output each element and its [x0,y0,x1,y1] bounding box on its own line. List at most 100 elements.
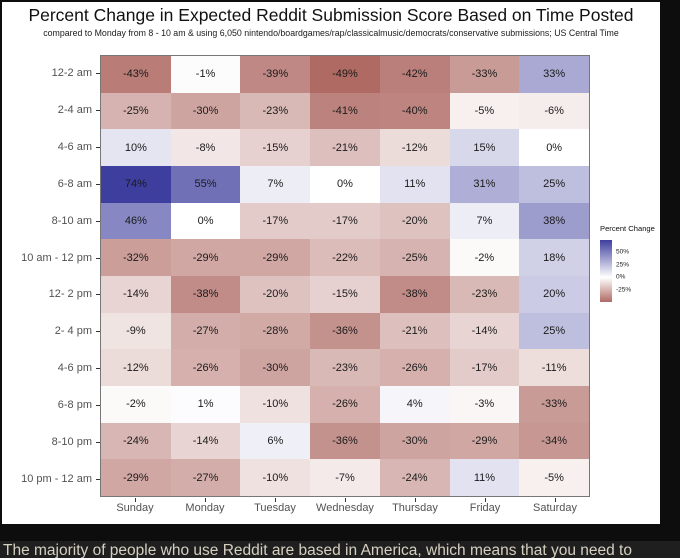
heatmap-cell: -2% [449,239,520,276]
heatmap-cell: 25% [519,166,589,203]
heatmap-cell: 55% [170,166,241,203]
y-axis-label: 2-4 am [57,104,92,117]
heatmap-cell: -6% [519,92,589,130]
legend-tick-label: 0% [616,273,626,281]
y-axis-tick [96,441,100,443]
heatmap-cell: 74% [101,166,171,203]
y-axis-tick [96,368,100,370]
heatmap-cell: -14% [449,312,520,350]
heatmap-cell: -5% [519,459,589,496]
heatmap-cell: -7% [310,459,380,496]
y-axis-tick [96,294,100,296]
y-axis-label: 2- 4 pm [54,325,92,338]
legend-gradient-bar [600,240,612,302]
heatmap-cell: 1% [170,386,241,423]
heatmap-cell: 0% [310,166,380,203]
heatmap-cell: 6% [240,422,311,460]
heatmap-panel: -43% -1% -39% -49% -42% -33% 33% -25% -30% -23% -4… [100,55,590,497]
heatmap-cell: -11% [519,349,589,386]
heatmap-cell: 7% [449,202,520,240]
heatmap-cell: 15% [449,129,520,166]
heatmap-cell: 10% [101,129,171,166]
y-axis-tick [96,257,100,259]
heatmap-cell: -29% [449,422,520,460]
heatmap-cell: 18% [519,239,589,276]
heatmap-cell: -1% [170,56,241,93]
x-axis-tick [485,498,486,502]
y-axis-tick [96,147,100,149]
heatmap-cell: -22% [310,239,380,276]
heatmap-cell: -29% [170,239,241,276]
heatmap-cell: -10% [240,386,311,423]
x-axis-tick [205,498,206,502]
heatmap-cell: -38% [379,276,450,313]
heatmap-cell: -24% [379,459,450,496]
heatmap-cell: -23% [310,349,380,386]
heatmap-cell: 4% [379,386,450,423]
legend-title: Percent Change [600,224,655,233]
frame-edge-right [660,0,680,524]
heatmap-cell: -26% [310,386,380,423]
heatmap-cell: -41% [310,92,380,130]
x-axis-tick [135,498,136,502]
heatmap-cell: -21% [310,129,380,166]
heatmap-cell: -8% [170,129,241,166]
chart-title: Percent Change in Expected Reddit Submis… [28,5,634,25]
heatmap-cell: -36% [310,312,380,350]
heatmap-cell: 33% [519,56,589,93]
heatmap-cell: -33% [519,386,589,423]
x-axis-label: Wednesday [316,502,374,514]
y-axis-tick [96,73,100,75]
heatmap-cell: -30% [379,422,450,460]
heatmap-cell: 0% [170,202,241,240]
chart-subtitle: compared to Monday from 8 - 10 am & usin… [43,28,619,38]
y-axis-tick [96,331,100,333]
heatmap-cell: -15% [240,129,311,166]
y-axis-labels: 12-2 am 2-4 am 4-6 am 6-8 am 8-10 am 10 am - … [0,55,95,497]
heatmap-cell: -34% [519,422,589,460]
legend: Percent Change 50% 25% 0% -25% [598,224,660,344]
y-axis-tick [96,404,100,406]
heatmap-cell: -14% [101,276,171,313]
frame-edge-left [0,0,2,524]
x-axis-label: Tuesday [254,502,296,514]
x-axis-label: Sunday [116,502,154,514]
heatmap-cell: 0% [519,129,589,166]
heatmap-cell: -23% [240,92,311,130]
heatmap-cell: 46% [101,202,171,240]
heatmap-cell: -26% [170,349,241,386]
heatmap-cell: -26% [379,349,450,386]
y-axis-label: 4-6 pm [57,362,92,375]
heatmap-cell: -9% [101,312,171,350]
heatmap-cell: -17% [240,202,311,240]
heatmap-cell: -40% [379,92,450,130]
chart-area: Percent Change in Expected Reddit Submis… [0,0,680,524]
heatmap-cell: -3% [449,386,520,423]
heatmap-cell: -36% [310,422,380,460]
heatmap-cell: -15% [310,276,380,313]
x-axis-label: Friday [469,502,501,514]
y-axis-label: 6-8 pm [57,398,92,411]
heatmap-cell: 25% [519,312,589,350]
heatmap-cell: 11% [449,459,520,496]
x-axis-label: Saturday [532,502,578,514]
heatmap-cell: -10% [240,459,311,496]
legend-tick-label: 25% [616,261,630,269]
heatmap-cell: -30% [170,92,241,130]
y-axis-tick [96,478,100,480]
heatmap-cell: 7% [240,166,311,203]
heatmap-cell: -43% [101,56,171,93]
y-axis-label: 10 pm - 12 am [21,472,92,485]
heatmap-cell: -42% [379,56,450,93]
y-axis-label: 12- 2 pm [48,288,92,301]
y-axis-label: 8-10 pm [51,435,92,448]
heatmap-cell: 38% [519,202,589,240]
y-axis-tick [96,220,100,222]
heatmap-cell: -12% [379,129,450,166]
x-axis-label: Monday [185,502,225,514]
frame-edge-top [0,0,680,2]
y-axis-tick [96,110,100,112]
y-axis-label: 10 am - 12 pm [21,251,92,264]
heatmap-cell: -20% [379,202,450,240]
